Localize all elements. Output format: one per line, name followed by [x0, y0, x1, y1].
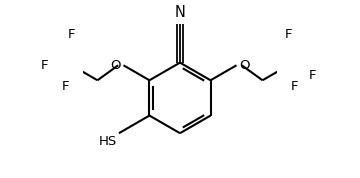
Text: F: F — [291, 80, 298, 93]
Text: N: N — [175, 5, 185, 20]
Text: O: O — [239, 59, 249, 72]
Text: F: F — [41, 59, 48, 72]
Text: F: F — [68, 28, 75, 41]
Text: F: F — [309, 69, 316, 82]
Text: F: F — [62, 80, 69, 93]
Text: HS: HS — [99, 135, 117, 148]
Text: O: O — [111, 59, 121, 72]
Text: F: F — [285, 28, 292, 41]
